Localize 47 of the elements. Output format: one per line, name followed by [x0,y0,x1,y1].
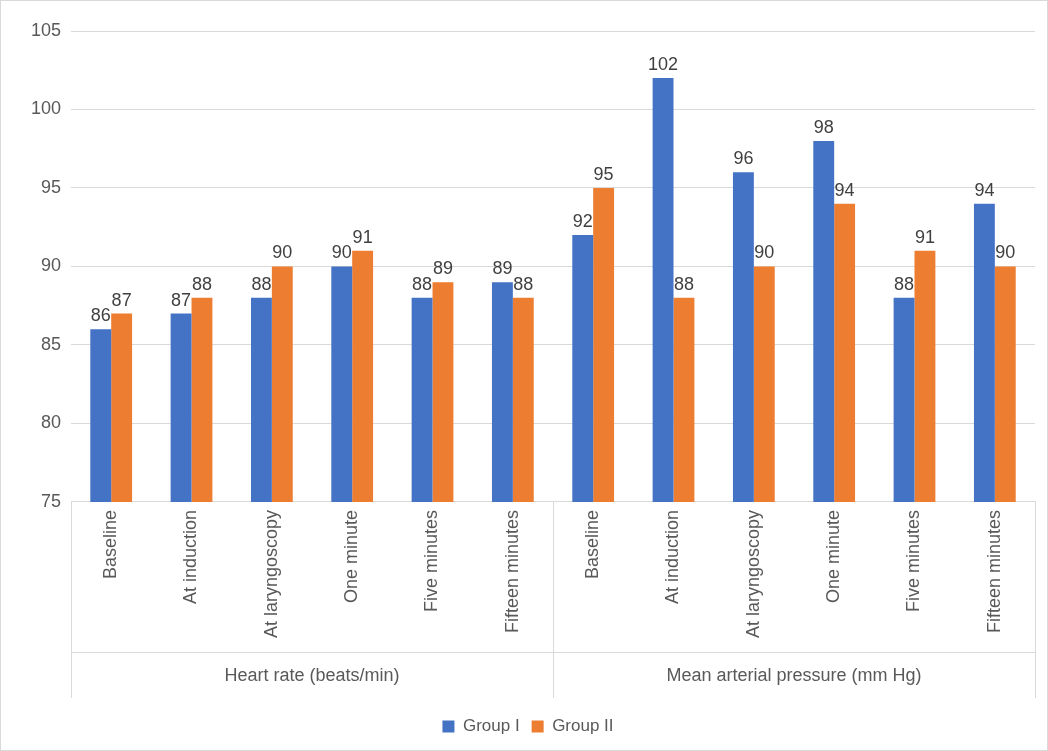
x-tick-label: At laryngoscopy [260,509,281,639]
data-label: 88 [251,273,272,294]
y-tick-label: 85 [41,333,62,354]
data-label: 90 [272,242,293,263]
y-tick-label: 95 [41,176,62,197]
data-label: 87 [111,289,132,310]
data-label: 89 [492,258,513,279]
data-label: 88 [673,273,694,294]
legend-label: Group I [462,716,520,736]
y-tick-label: 75 [41,490,62,511]
data-label: 96 [733,148,754,169]
data-label: 98 [813,116,834,137]
data-label: 94 [974,179,995,200]
x-tick-label: At induction [180,509,201,604]
data-label: 86 [90,305,111,326]
x-tick-label: Five minutes [421,509,442,612]
x-tick-label: Fifteen minutes [983,509,1004,633]
x-tick-label: Five minutes [903,509,924,612]
y-tick-label: 90 [41,255,62,276]
text: Mean arterial pressure (mm Hg) [666,664,922,685]
data-label: 91 [914,226,935,247]
x-tick-label: One minute [823,509,844,603]
data-label: 87 [171,289,192,310]
data-label: 90 [995,242,1016,263]
data-label: 89 [432,258,453,279]
x-tick-label: Fifteen minutes [501,509,522,633]
data-label: 90 [754,242,775,263]
data-label: 95 [593,163,614,184]
y-tick-label: 80 [41,412,62,433]
data-label: 92 [572,211,593,232]
data-label: 94 [834,179,855,200]
x-tick-label: Baseline [582,509,603,579]
y-tick-label: 105 [30,19,62,40]
data-label: 102 [648,54,679,75]
data-label: 88 [513,273,534,294]
data-label: 90 [331,242,352,263]
data-label: 91 [352,226,373,247]
x-tick-label: At laryngoscopy [742,509,763,639]
x-tick-label: Baseline [100,509,121,579]
legend-label: Group II [552,716,614,736]
x-tick-label: At induction [662,509,683,604]
data-label: 88 [894,273,915,294]
data-label: 88 [191,273,212,294]
text: Heart rate (beats/min) [224,664,400,685]
x-tick-label: One minute [341,509,362,603]
data-label: 88 [412,273,433,294]
y-tick-label: 100 [30,98,62,119]
